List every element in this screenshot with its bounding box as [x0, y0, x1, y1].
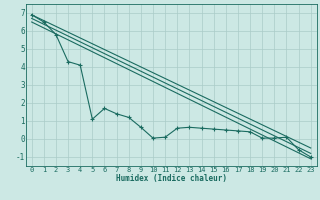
X-axis label: Humidex (Indice chaleur): Humidex (Indice chaleur): [116, 174, 227, 183]
